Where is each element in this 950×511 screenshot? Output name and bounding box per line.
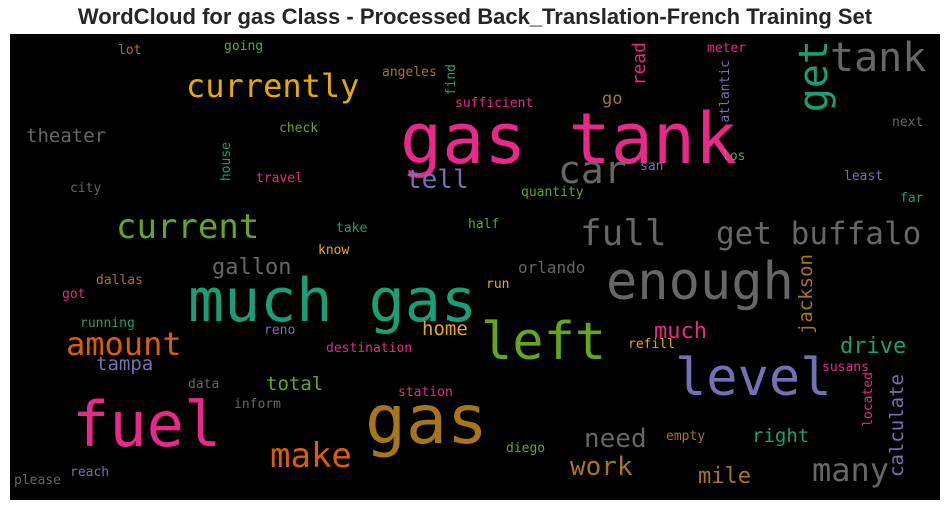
word-find: find (444, 64, 459, 96)
word-angeles: angeles (382, 65, 437, 80)
word-house: house (219, 142, 234, 182)
word-diego: diego (506, 441, 546, 456)
word-left: left (481, 312, 607, 372)
word-amount: amount (66, 325, 182, 363)
word-car: car (558, 148, 627, 192)
word-susans: susans (822, 360, 869, 375)
word-much-gas: much gas (188, 266, 477, 336)
word-fuel: fuel (72, 388, 222, 461)
word-least: least (844, 169, 884, 184)
word-meter: meter (707, 41, 747, 56)
word-refill: refill (628, 337, 675, 352)
word-get: get (791, 40, 837, 113)
word-far: far (900, 191, 924, 206)
word-level: level (675, 348, 832, 408)
word-full: full (580, 213, 667, 254)
word-inform: inform (234, 397, 281, 412)
word-dallas: dallas (96, 273, 143, 288)
word-quantity: quantity (521, 185, 584, 200)
word-cloud: gas tank much gas gas fuel enough left l… (10, 34, 940, 500)
word-gas: gas (365, 381, 488, 460)
word-please: please (14, 473, 61, 488)
word-jackson: jackson (795, 254, 817, 335)
word-total: total (266, 373, 324, 395)
word-tampa: tampa (96, 353, 154, 375)
word-orlando: orlando (518, 258, 586, 277)
word-get-buffalo: get buffalo (716, 216, 922, 252)
word-got: got (62, 287, 86, 302)
word-many: many (812, 451, 890, 489)
word-calculate: calculate (886, 374, 908, 477)
word-destination: destination (326, 341, 413, 356)
word-data: data (188, 377, 220, 392)
word-drive: drive (840, 334, 907, 359)
word-station: station (398, 385, 453, 400)
word-know: know (318, 243, 350, 258)
word-currently: currently (186, 67, 360, 105)
word-reno: reno (264, 323, 296, 338)
word-going: going (224, 39, 264, 54)
word-lot: lot (118, 43, 142, 58)
word-empty: empty (666, 429, 706, 444)
word-check: check (279, 121, 319, 136)
word-home: home (422, 318, 468, 340)
word-run: run (486, 277, 510, 292)
word-atlantic: atlantic (718, 60, 733, 123)
word-make: make (270, 436, 352, 476)
word-tank: tank (830, 35, 927, 81)
word-running: running (80, 316, 135, 331)
word-read: read (629, 42, 650, 86)
word-city: city (70, 181, 102, 196)
word-reach: reach (70, 465, 110, 480)
word-mile: mile (698, 464, 751, 489)
word-right: right (752, 425, 810, 447)
word-work: work (570, 452, 633, 482)
word-need: need (584, 424, 647, 454)
word-next: next (892, 115, 924, 130)
word-tell: tell (406, 165, 469, 195)
word-los: los (722, 149, 746, 164)
word-gas-tank: gas tank (400, 98, 738, 180)
word-gallon: gallon (212, 255, 292, 280)
word-located: located (861, 372, 876, 427)
chart-title: WordCloud for gas Class - Processed Back… (77, 4, 873, 29)
word-take: take (336, 221, 368, 236)
word-san: san (640, 159, 664, 174)
word-go: go (602, 89, 623, 109)
word-travel: travel (256, 171, 303, 186)
word-sufficient: sufficient (455, 96, 534, 111)
word-much: much (654, 319, 707, 344)
word-current: current (116, 207, 260, 247)
word-half: half (468, 217, 500, 232)
word-enough: enough (606, 252, 794, 312)
word-theater: theater (26, 125, 107, 147)
